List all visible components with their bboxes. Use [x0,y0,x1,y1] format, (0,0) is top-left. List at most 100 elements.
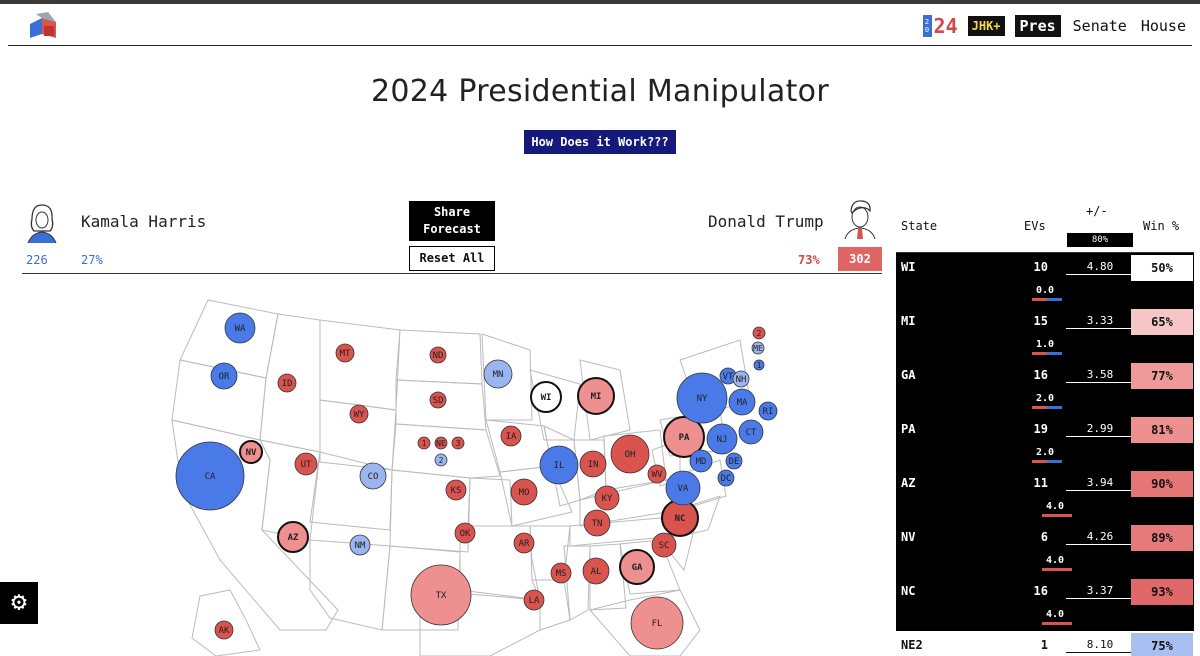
state-bubble[interactable] [349,404,369,424]
state-bubble[interactable] [619,549,655,585]
how-does-it-work-button[interactable]: How Does it Work??? [524,130,676,154]
state-bubble[interactable] [582,557,610,585]
row-shift-bar[interactable] [1042,514,1072,517]
state-bubble[interactable] [665,470,701,506]
row-win-pct: 50% [1131,255,1193,281]
row-shift-bar[interactable] [1032,352,1062,355]
site-logo[interactable] [28,12,58,42]
row-state: NV [901,530,916,544]
nav-senate[interactable]: Senate [1072,17,1127,35]
state-bubble[interactable] [224,312,256,344]
state-bubble[interactable] [752,326,766,340]
state-bubble[interactable] [434,453,448,467]
row-shift-bar[interactable] [1032,298,1062,301]
table-row[interactable]: AZ 11 3.94 4.0 90% [896,469,1194,523]
state-bubble-label: NY [697,394,708,404]
row-margin-input[interactable]: 2.99 [1066,422,1134,437]
row-margin-input[interactable]: 4.26 [1066,530,1134,545]
state-bubble[interactable] [513,532,535,554]
state-bubble[interactable] [445,479,467,501]
nav-jhk-plus[interactable]: JHK+ [967,16,1005,36]
state-bubble[interactable] [483,359,513,389]
nav-house[interactable]: House [1140,17,1186,35]
state-bubble[interactable] [610,434,650,474]
state-bubble[interactable] [429,346,447,364]
share-forecast-button[interactable]: Share Forecast [409,201,495,241]
table-row[interactable]: NE2 1 8.10 75% [896,631,1194,656]
state-bubble[interactable] [577,377,615,415]
state-bubble[interactable] [335,343,355,363]
state-bubble-label: NV [246,448,257,458]
state-bubble[interactable] [214,620,234,640]
state-bubble[interactable] [663,416,705,458]
state-bubble[interactable] [689,449,713,473]
state-bubble[interactable] [676,372,728,424]
row-margin-input[interactable]: 3.58 [1066,368,1134,383]
state-bubble[interactable] [630,596,684,650]
state-bubble[interactable] [349,534,371,556]
state-bubble[interactable] [550,562,572,584]
table-row[interactable]: NC 16 3.37 4.0 93% [896,577,1194,631]
state-bubble[interactable] [728,388,756,416]
row-margin-input[interactable]: 3.37 [1066,584,1134,599]
state-bubble[interactable] [725,452,743,470]
state-bubble-label: MA [737,398,748,408]
table-row[interactable]: WI 10 4.80 0.0 50% [896,253,1194,307]
state-bubble[interactable] [706,423,738,455]
header-range: 80% [1067,233,1133,247]
state-bubble[interactable] [579,450,607,478]
table-row[interactable]: MI 15 3.33 1.0 65% [896,307,1194,361]
state-bubble[interactable] [751,341,765,355]
state-bubble[interactable] [758,401,778,421]
row-margin-input[interactable]: 8.10 [1066,638,1134,653]
state-bubble[interactable] [451,436,465,450]
row-state: MI [901,314,916,328]
state-bubble[interactable] [594,485,620,511]
row-shift-bar[interactable] [1042,622,1072,625]
state-bubble[interactable] [717,469,735,487]
state-bubble[interactable] [539,445,579,485]
state-bubble-label: GA [632,563,643,573]
state-bubble[interactable] [429,391,447,409]
state-bubble[interactable] [210,362,238,390]
state-bubble-label: NH [736,375,747,385]
row-shift-bar[interactable] [1032,460,1062,463]
state-bubble[interactable] [510,478,538,506]
state-bubble[interactable] [738,419,764,445]
row-margin-input[interactable]: 4.80 [1066,260,1134,275]
table-row[interactable]: GA 16 3.58 2.0 77% [896,361,1194,415]
settings-gear-icon[interactable]: ⚙ [0,582,38,624]
row-shift-bar[interactable] [1032,406,1062,409]
state-bubble[interactable] [523,589,545,611]
table-row[interactable]: NV 6 4.26 4.0 89% [896,523,1194,577]
state-bubble[interactable] [583,509,611,537]
nav-pres[interactable]: Pres [1014,15,1061,37]
state-bubble[interactable] [434,436,448,450]
state-bubble[interactable] [651,532,677,558]
state-bubble[interactable] [239,440,263,464]
state-bubble[interactable] [417,436,431,450]
row-shift-bar[interactable] [1042,568,1072,571]
state-bubble[interactable] [277,373,297,393]
state-bubble[interactable] [500,425,522,447]
trump-ev: 302 [838,247,882,271]
state-bubble[interactable] [175,441,245,511]
state-bubble[interactable] [277,521,309,553]
state-bubble[interactable] [294,452,318,476]
row-margin-input[interactable]: 3.33 [1066,314,1134,329]
state-bubble[interactable] [647,464,667,484]
row-margin-input[interactable]: 3.94 [1066,476,1134,491]
state-bubble[interactable] [359,462,387,490]
table-row[interactable]: PA 19 2.99 2.0 81% [896,415,1194,469]
state-bubble-label: WA [235,324,246,334]
state-bubble-label: 1 [422,439,427,448]
state-bubble[interactable] [410,564,472,626]
state-bubble[interactable] [753,359,765,371]
state-bubble[interactable] [454,522,476,544]
state-bubble-label: 2 [757,329,762,338]
state-bubble[interactable] [732,370,750,388]
state-bubble-label: VA [678,484,689,494]
state-bubble[interactable] [530,381,562,413]
reset-all-button[interactable]: Reset All [409,246,495,271]
